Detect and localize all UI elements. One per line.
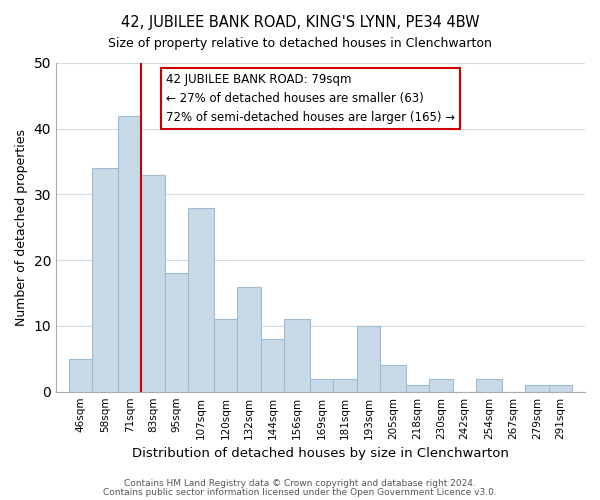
Text: 42, JUBILEE BANK ROAD, KING'S LYNN, PE34 4BW: 42, JUBILEE BANK ROAD, KING'S LYNN, PE34… <box>121 15 479 30</box>
Text: Size of property relative to detached houses in Clenchwarton: Size of property relative to detached ho… <box>108 38 492 51</box>
Bar <box>429 378 452 392</box>
Bar <box>548 385 572 392</box>
Bar <box>525 385 548 392</box>
Bar <box>142 175 165 392</box>
Bar <box>476 378 502 392</box>
Bar <box>165 274 188 392</box>
Bar <box>261 339 284 392</box>
Bar <box>406 385 429 392</box>
Bar <box>333 378 357 392</box>
Text: Contains HM Land Registry data © Crown copyright and database right 2024.: Contains HM Land Registry data © Crown c… <box>124 480 476 488</box>
Bar <box>188 208 214 392</box>
Bar <box>92 168 118 392</box>
Bar <box>238 286 261 392</box>
Text: 42 JUBILEE BANK ROAD: 79sqm
← 27% of detached houses are smaller (63)
72% of sem: 42 JUBILEE BANK ROAD: 79sqm ← 27% of det… <box>166 73 455 124</box>
Bar <box>380 366 406 392</box>
Bar <box>118 116 142 392</box>
Bar <box>357 326 380 392</box>
Bar <box>214 320 238 392</box>
Bar <box>69 359 92 392</box>
X-axis label: Distribution of detached houses by size in Clenchwarton: Distribution of detached houses by size … <box>132 447 509 460</box>
Bar <box>310 378 333 392</box>
Text: Contains public sector information licensed under the Open Government Licence v3: Contains public sector information licen… <box>103 488 497 497</box>
Bar <box>284 320 310 392</box>
Y-axis label: Number of detached properties: Number of detached properties <box>15 129 28 326</box>
